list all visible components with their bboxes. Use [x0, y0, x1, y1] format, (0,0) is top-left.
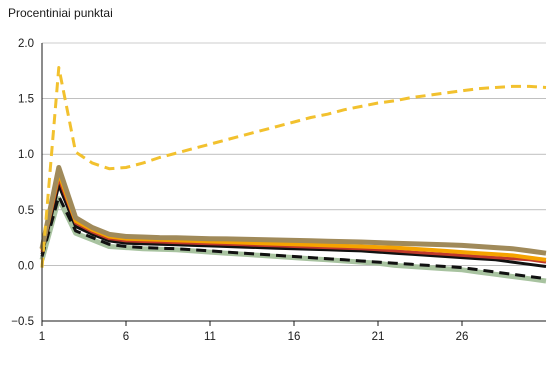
series-line-2 [40, 195, 547, 281]
y-tick-label: −0.5 [11, 316, 34, 328]
x-tick-label: 1 [39, 331, 45, 343]
tick-labels: −0.50.00.51.01.52.01 6 11 16 21 26 [11, 38, 468, 343]
x-tick-label: 11 [204, 331, 216, 343]
x-tick-label: 21 [372, 331, 385, 343]
x-tick-label: 26 [456, 331, 469, 343]
series-line-6 [39, 165, 547, 256]
series-line-3 [40, 183, 547, 268]
series-lines [39, 66, 547, 284]
y-tick-label: 2.0 [18, 38, 34, 50]
y-tick-label: 1.5 [18, 94, 34, 106]
series-line-7 [40, 66, 547, 268]
series-line-4 [40, 177, 547, 264]
y-tick-label: 0.5 [18, 205, 34, 217]
x-tick-label: 16 [288, 331, 301, 343]
gridlines [42, 42, 546, 322]
y-tick-label: 1.0 [18, 149, 34, 161]
y-axis-label: Procentiniai punktai [8, 6, 113, 20]
x-tick-label: 6 [123, 331, 129, 343]
y-tick-label: 0.0 [18, 260, 34, 272]
axes [41, 43, 546, 326]
